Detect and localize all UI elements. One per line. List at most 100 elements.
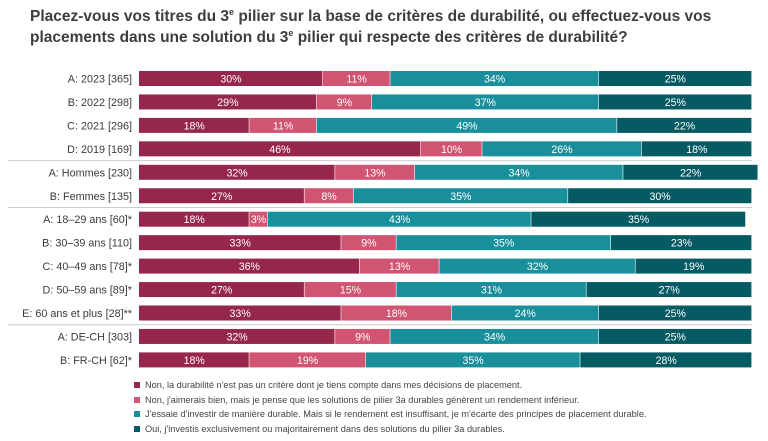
category-label: C: 40–49 ans [78]* bbox=[43, 261, 133, 273]
bar-segment bbox=[365, 352, 580, 368]
bar-segment bbox=[531, 211, 746, 227]
data-label: 31% bbox=[481, 285, 503, 297]
data-label: 13% bbox=[389, 261, 411, 273]
bar-segment bbox=[139, 235, 341, 251]
bar-segment bbox=[139, 141, 421, 157]
data-label: 30% bbox=[649, 191, 671, 203]
data-label: 34% bbox=[508, 167, 530, 179]
legend-item-oui: Oui, j'investis exclusivement ou majorit… bbox=[134, 422, 754, 437]
legend-item-non-rendement: Non, j'aimerais bien, mais je pense que … bbox=[134, 393, 754, 408]
data-label: 43% bbox=[389, 214, 411, 226]
bar-segment bbox=[139, 94, 317, 110]
category-label: A: DE-CH [303] bbox=[58, 331, 132, 343]
category-label: A: 2023 [365] bbox=[68, 74, 132, 86]
legend-swatch bbox=[134, 425, 140, 432]
bar-segment bbox=[414, 164, 623, 180]
bar-segment bbox=[568, 188, 752, 204]
category-label: B: 30–39 ans [110] bbox=[42, 238, 132, 250]
legend-item-essaie: J'essaie d'investir de manière durable. … bbox=[134, 407, 754, 422]
bar-segment bbox=[139, 258, 360, 274]
legend-item-non-critere: Non, la durabilité n'est pas un critère … bbox=[134, 378, 754, 393]
bar-segment bbox=[341, 305, 452, 321]
bar-segment bbox=[139, 71, 323, 86]
legend-swatch bbox=[134, 411, 140, 418]
data-label: 27% bbox=[659, 285, 681, 297]
legend-label: Non, la durabilité n'est pas un critère … bbox=[145, 380, 523, 391]
bar-segment bbox=[139, 328, 335, 344]
bar-segment bbox=[353, 188, 568, 204]
bar-segment bbox=[396, 282, 586, 298]
bar-segment bbox=[586, 282, 752, 298]
legend: Non, la durabilité n'est pas un critère … bbox=[134, 378, 754, 436]
data-label: 25% bbox=[665, 331, 687, 343]
data-label: 24% bbox=[515, 308, 537, 320]
bar-segment bbox=[139, 282, 304, 298]
bar-segment bbox=[249, 211, 268, 227]
data-label: 9% bbox=[355, 331, 371, 343]
data-label: 23% bbox=[671, 238, 693, 250]
bar-segment bbox=[322, 71, 390, 86]
bar-segment bbox=[580, 352, 752, 368]
data-label: 35% bbox=[462, 355, 484, 367]
data-label: 30% bbox=[220, 74, 242, 86]
bar-segment bbox=[598, 94, 752, 110]
bar-segment bbox=[304, 282, 396, 298]
data-label: 11% bbox=[273, 120, 294, 132]
data-label: 37% bbox=[475, 97, 497, 109]
category-label: B: FR-CH [62]* bbox=[60, 355, 133, 367]
bar-segment bbox=[139, 305, 341, 321]
bar-segment bbox=[139, 188, 304, 204]
category-label: B: Femmes [135] bbox=[50, 191, 132, 203]
data-label: 33% bbox=[230, 238, 252, 250]
data-label: 19% bbox=[297, 355, 319, 367]
bar-segment bbox=[249, 117, 317, 133]
data-label: 18% bbox=[386, 308, 408, 320]
bar-segment bbox=[267, 211, 531, 227]
data-label: 34% bbox=[484, 74, 506, 86]
data-label: 27% bbox=[211, 191, 233, 203]
data-label: 11% bbox=[346, 74, 367, 86]
bar-segment bbox=[598, 305, 752, 321]
bar-segment bbox=[482, 141, 642, 157]
category-label: E: 60 ans et plus [28]** bbox=[22, 308, 133, 320]
bar-segment bbox=[249, 352, 366, 368]
legend-label: Oui, j'investis exclusivement ou majorit… bbox=[145, 423, 505, 434]
bar-segment bbox=[617, 117, 752, 133]
bar-segment bbox=[139, 164, 335, 180]
bar-segment bbox=[335, 164, 415, 180]
data-label: 32% bbox=[527, 261, 549, 273]
data-label: 29% bbox=[217, 97, 239, 109]
legend-swatch bbox=[134, 382, 140, 389]
bar-segment bbox=[439, 258, 635, 274]
data-label: 36% bbox=[239, 261, 261, 273]
data-label: 8% bbox=[321, 191, 337, 203]
data-label: 18% bbox=[184, 120, 206, 132]
bar-segment bbox=[304, 188, 353, 204]
bar-segment bbox=[371, 94, 599, 110]
data-label: 35% bbox=[493, 238, 515, 250]
bar-segment bbox=[390, 328, 599, 344]
bar-segment bbox=[341, 235, 396, 251]
bar-segment bbox=[623, 164, 758, 180]
data-label: 28% bbox=[656, 355, 678, 367]
bar-segment bbox=[139, 211, 249, 227]
data-label: 3% bbox=[251, 214, 267, 226]
bar-segment bbox=[316, 117, 617, 133]
data-label: 26% bbox=[551, 144, 573, 156]
data-label: 19% bbox=[683, 261, 705, 273]
legend-swatch bbox=[134, 396, 140, 403]
stacked-bar-chart: A: 2023 [365] 30% 11% 34% 25% B: 2022 [298] 29… bbox=[8, 71, 758, 368]
data-label: 32% bbox=[226, 331, 248, 343]
bar-segment bbox=[611, 235, 752, 251]
bar-segment bbox=[396, 235, 611, 251]
data-label: 13% bbox=[364, 167, 386, 179]
category-label: D: 2019 [169] bbox=[67, 144, 132, 156]
bar-segment bbox=[390, 71, 599, 86]
data-label: 9% bbox=[361, 238, 377, 250]
bar-segment bbox=[420, 141, 482, 157]
data-label: 25% bbox=[665, 308, 687, 320]
data-label: 32% bbox=[226, 167, 248, 179]
bar-segment bbox=[598, 71, 752, 86]
data-label: 34% bbox=[484, 331, 506, 343]
data-label: 33% bbox=[230, 308, 252, 320]
